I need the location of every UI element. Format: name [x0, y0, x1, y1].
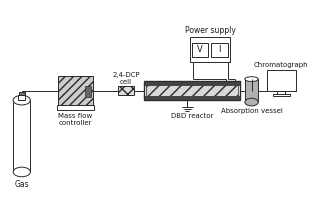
Text: 2,4-DCP
cell: 2,4-DCP cell — [112, 72, 140, 85]
Text: DBD reactor: DBD reactor — [171, 113, 213, 119]
Text: Power supply: Power supply — [185, 26, 236, 35]
Text: Absorption vessel: Absorption vessel — [221, 108, 282, 114]
Bar — [58, 76, 93, 105]
Text: Chromatograph: Chromatograph — [254, 62, 309, 68]
Bar — [13, 100, 30, 172]
Bar — [144, 81, 240, 85]
Bar — [273, 94, 290, 96]
Bar — [146, 85, 238, 96]
Bar — [18, 95, 25, 100]
Ellipse shape — [13, 95, 30, 105]
Ellipse shape — [245, 77, 258, 82]
Bar — [85, 86, 91, 97]
Bar — [267, 69, 295, 91]
Bar — [192, 43, 208, 57]
Bar — [277, 91, 285, 94]
Text: Gas: Gas — [14, 180, 29, 189]
Text: I: I — [218, 45, 221, 54]
Bar — [245, 79, 258, 102]
Bar — [144, 96, 240, 100]
Ellipse shape — [13, 167, 30, 177]
Text: Mass flow
controller: Mass flow controller — [58, 113, 92, 126]
Bar — [190, 37, 231, 62]
Bar — [211, 43, 227, 57]
Bar — [144, 81, 240, 100]
Bar — [119, 86, 134, 95]
Text: V: V — [197, 45, 203, 54]
Ellipse shape — [245, 98, 258, 106]
Bar — [19, 92, 25, 95]
Bar — [57, 105, 94, 110]
